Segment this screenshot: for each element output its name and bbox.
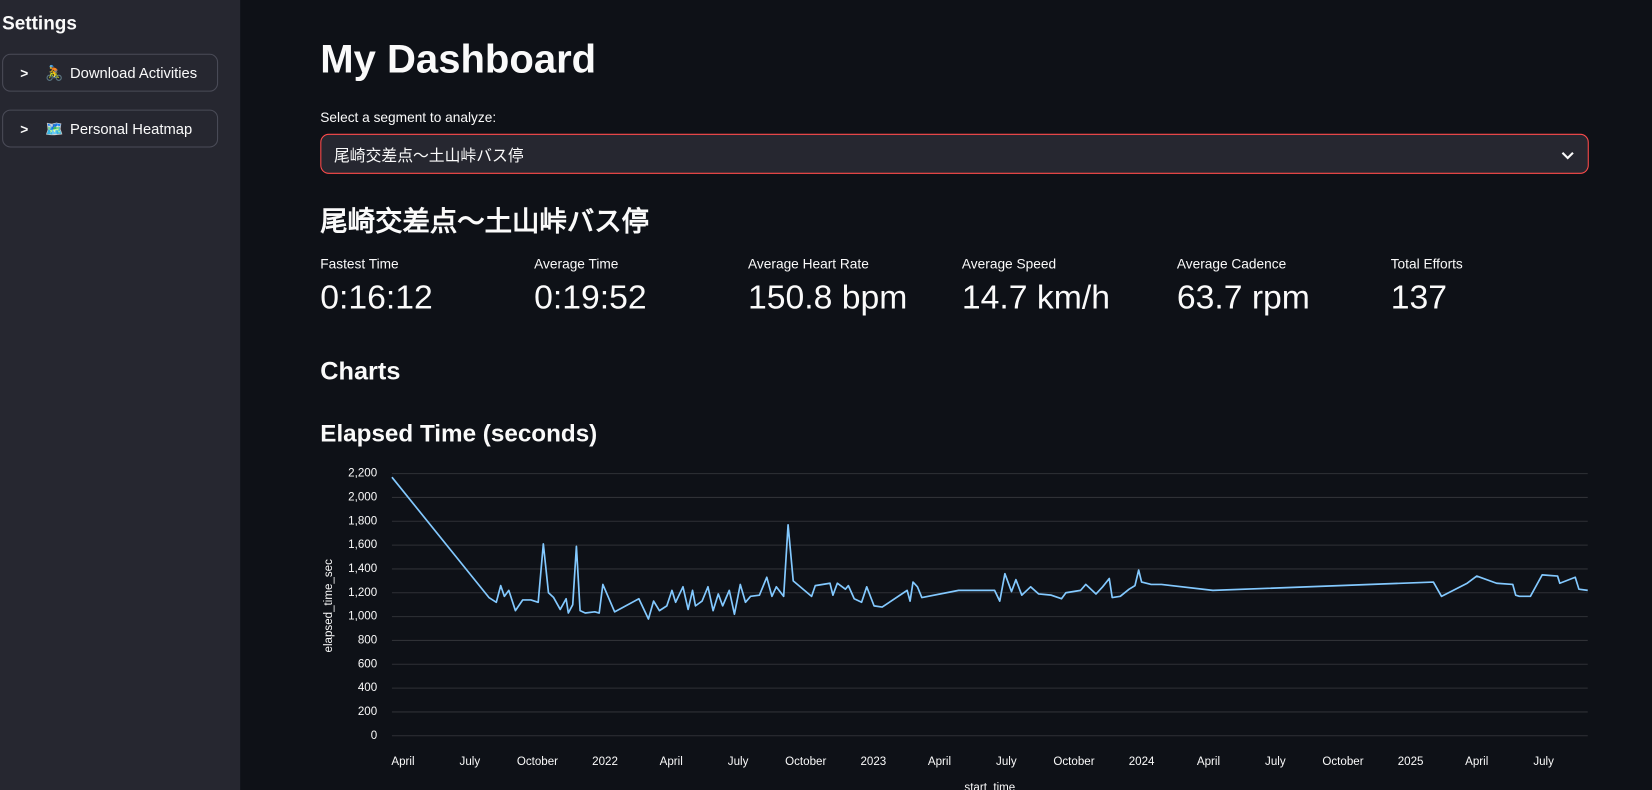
metric-label: Average Time xyxy=(534,256,619,272)
x-tick-label: October xyxy=(1053,756,1094,768)
x-tick-label: 2022 xyxy=(592,756,618,768)
y-tick-label: 1,800 xyxy=(348,515,377,527)
chart-title: Elapsed Time (seconds) xyxy=(320,419,598,447)
chevron: > xyxy=(20,120,29,137)
metric-value: 137 xyxy=(1390,278,1447,317)
expander[interactable]: > 🗺️ Personal Heatmap xyxy=(2,109,219,148)
expander[interactable]: > 🚴 Download Activities xyxy=(2,53,219,92)
x-tick-label: July xyxy=(996,756,1017,768)
x-tick-label: July xyxy=(1265,756,1286,768)
expander-icon: 🚴 xyxy=(45,63,64,81)
x-axis-title: start_time xyxy=(964,782,1015,790)
select-label: Select a segment to analyze: xyxy=(320,109,497,126)
y-tick-label: 2,000 xyxy=(348,491,377,503)
y-tick-label: 1,000 xyxy=(348,611,377,623)
segment-title: 尾崎交差点〜土山峠バス停 xyxy=(320,205,650,238)
y-axis-title: elapsed_time_sec xyxy=(323,559,335,653)
sidebar-title: Settings xyxy=(2,12,77,34)
y-tick-label: 1,200 xyxy=(348,587,377,599)
metric-value: 14.7 km/h xyxy=(961,278,1110,317)
x-tick-label: October xyxy=(785,756,826,768)
y-tick-label: 0 xyxy=(371,730,377,742)
segment-select[interactable]: 尾崎交差点〜土山峠バス停 xyxy=(320,133,1589,174)
metric-label: Average Speed xyxy=(961,256,1057,272)
dropdown-chevron xyxy=(1561,152,1574,160)
data-line xyxy=(391,476,1588,620)
y-tick-label: 2,200 xyxy=(348,468,377,480)
x-tick-label: October xyxy=(1322,756,1363,768)
section-heading: Charts xyxy=(320,357,401,386)
x-tick-label: 2025 xyxy=(1398,756,1424,768)
x-tick-label: April xyxy=(928,756,951,768)
page-title: My Dashboard xyxy=(320,37,597,83)
chevron: > xyxy=(20,64,29,81)
metric-label: Average Heart Rate xyxy=(748,256,869,272)
y-tick-label: 600 xyxy=(358,658,377,670)
y-tick-label: 800 xyxy=(358,634,377,646)
x-tick-label: April xyxy=(1197,756,1220,768)
metric-value: 150.8 bpm xyxy=(748,278,908,317)
x-tick-label: October xyxy=(517,756,558,768)
x-tick-label: July xyxy=(460,756,481,768)
metric-value: 0:19:52 xyxy=(534,278,647,317)
y-tick-label: 400 xyxy=(358,682,377,694)
metric-value: 0:16:12 xyxy=(320,278,433,317)
metric-value: 63.7 rpm xyxy=(1176,278,1310,317)
metric-label: Average Cadence xyxy=(1176,256,1287,272)
metric-label: Fastest Time xyxy=(320,256,399,272)
chart: 0 200 400 600 800 1,000 1,200 1,400 1,600 1,800 2,… xyxy=(323,468,1588,790)
x-tick-label: 2024 xyxy=(1129,756,1155,768)
x-tick-label: April xyxy=(660,756,683,768)
expander-icon: 🗺️ xyxy=(45,119,64,137)
x-tick-label: April xyxy=(391,756,414,768)
y-tick-label: 1,600 xyxy=(348,539,377,551)
x-tick-label: 2023 xyxy=(860,756,886,768)
y-tick-label: 1,400 xyxy=(348,563,377,575)
y-tick-label: 200 xyxy=(358,706,377,718)
expander-label: Download Activities xyxy=(69,64,198,82)
select-value: 尾崎交差点〜土山峠バス停 xyxy=(333,147,524,166)
metric-label: Total Efforts xyxy=(1390,256,1463,272)
sidebar: Settings > 🚴 Download Activities > 🗺️ Pe… xyxy=(0,0,241,790)
x-tick-label: July xyxy=(1533,756,1554,768)
expander-label: Personal Heatmap xyxy=(69,120,193,137)
x-tick-label: April xyxy=(1465,756,1488,768)
x-tick-label: July xyxy=(728,756,749,768)
